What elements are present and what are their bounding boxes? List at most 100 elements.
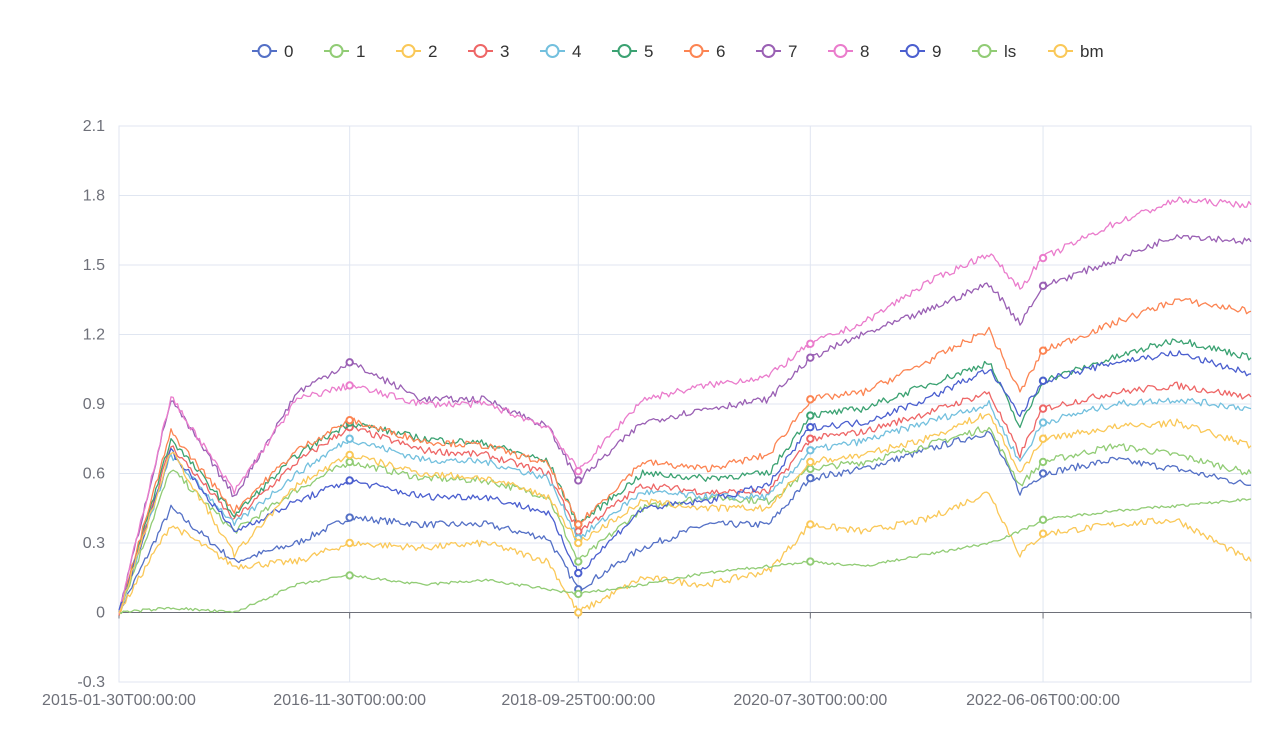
data-point	[1038, 376, 1048, 386]
y-tick-label: 1.2	[83, 327, 105, 344]
y-tick-label: 0.3	[83, 535, 105, 552]
y-axis: -0.3 0 0.3 0.6 0.9 1.2 1.5 1.8 2.1	[77, 118, 105, 691]
legend-label-ls: ls	[1004, 42, 1016, 61]
data-point	[1038, 529, 1048, 538]
legend-marker-bm	[1053, 44, 1068, 58]
legend-label-8: 8	[860, 42, 869, 61]
data-point	[574, 466, 583, 476]
data-point	[574, 608, 583, 617]
data-point	[1038, 253, 1048, 263]
data-point	[574, 589, 583, 599]
data-point	[1038, 346, 1048, 355]
legend-item-ls[interactable]: ls	[972, 42, 1016, 61]
series-line-2	[118, 491, 1252, 616]
data-point	[806, 520, 815, 529]
series-line-0	[118, 430, 1252, 617]
y-tick-label: 1.8	[83, 188, 105, 205]
x-tick-label: 2018-09-25T00:00:00	[501, 692, 655, 709]
series-line-7	[118, 234, 1252, 614]
y-tick-label: -0.3	[77, 674, 105, 691]
legend-marker-4	[545, 44, 560, 58]
data-point	[806, 434, 815, 443]
x-axis: 2015-01-30T00:00:00 2016-11-30T00:00:00 20…	[42, 612, 1252, 709]
data-point	[806, 457, 815, 467]
data-point	[345, 450, 354, 460]
plot-area	[118, 196, 1252, 617]
legend-marker-6	[689, 44, 704, 58]
legend-item-9[interactable]: 9	[900, 42, 941, 61]
series-line-ls	[118, 498, 1252, 615]
data-point	[806, 473, 815, 483]
data-point	[345, 358, 354, 367]
legend-item-6[interactable]: 6	[684, 42, 725, 61]
data-point	[345, 513, 354, 522]
data-point	[574, 520, 583, 529]
y-tick-label: 1.5	[83, 257, 105, 274]
legend-label-bm: bm	[1080, 42, 1104, 61]
data-point	[345, 434, 354, 443]
legend-marker-5	[617, 44, 632, 58]
y-tick-label: 0.9	[83, 396, 105, 413]
legend-marker-0	[257, 44, 272, 58]
x-tick-label: 2015-01-30T00:00:00	[42, 692, 196, 709]
series-line-1	[118, 426, 1252, 616]
x-tick-label: 2022-06-06T00:00:00	[966, 692, 1120, 709]
legend-marker-7	[761, 44, 776, 58]
legend-item-bm[interactable]: bm	[1048, 42, 1104, 61]
legend-item-8[interactable]: 8	[828, 42, 869, 61]
legend-label-1: 1	[356, 42, 365, 61]
data-point	[345, 538, 354, 548]
data-point	[574, 568, 583, 578]
series-line-3	[118, 381, 1252, 614]
legend-item-3[interactable]: 3	[468, 42, 509, 61]
legend[interactable]: 0 1 2 3 4 5 6 7 8 9 ls bm	[252, 42, 1104, 61]
data-point	[1038, 418, 1048, 427]
legend-item-7[interactable]: 7	[756, 42, 797, 61]
series-line-8	[118, 196, 1252, 615]
data-point	[345, 476, 354, 485]
data-point	[806, 411, 815, 420]
legend-marker-8	[833, 44, 848, 58]
legend-marker-2	[401, 44, 416, 58]
data-point	[806, 422, 815, 432]
legend-item-1[interactable]: 1	[324, 42, 365, 61]
legend-label-2: 2	[428, 42, 437, 61]
legend-label-9: 9	[932, 42, 941, 61]
legend-label-6: 6	[716, 42, 725, 61]
data-point	[806, 446, 815, 455]
data-point	[1038, 515, 1048, 525]
legend-item-2[interactable]: 2	[396, 42, 437, 61]
data-point	[345, 416, 354, 425]
y-tick-label: 0.6	[83, 466, 105, 483]
legend-marker-ls	[977, 44, 992, 58]
data-point	[1038, 434, 1048, 443]
legend-label-5: 5	[644, 42, 653, 61]
legend-item-5[interactable]: 5	[612, 42, 653, 61]
legend-marker-9	[905, 44, 920, 58]
series-line-4	[118, 397, 1252, 610]
legend-marker-1	[329, 44, 344, 58]
data-point	[345, 571, 354, 580]
legend-label-7: 7	[788, 42, 797, 61]
data-point	[1038, 404, 1048, 413]
series-line-5	[118, 338, 1252, 612]
data-point	[806, 339, 815, 348]
data-point	[574, 557, 583, 566]
data-point	[574, 538, 583, 548]
data-point	[1038, 457, 1048, 467]
data-point	[345, 457, 354, 467]
data-point	[806, 353, 815, 362]
legend-marker-3	[473, 44, 488, 58]
data-point	[1038, 281, 1048, 291]
series-line-9	[118, 350, 1252, 611]
data-point	[806, 557, 815, 566]
legend-item-0[interactable]: 0	[252, 42, 293, 61]
grid-lines	[118, 125, 1252, 683]
data-point	[1038, 469, 1048, 478]
legend-label-0: 0	[284, 42, 293, 61]
data-point	[574, 476, 583, 485]
y-tick-label: 2.1	[83, 118, 105, 135]
x-tick-label: 2016-11-30T00:00:00	[273, 692, 426, 709]
legend-item-4[interactable]: 4	[540, 42, 581, 61]
